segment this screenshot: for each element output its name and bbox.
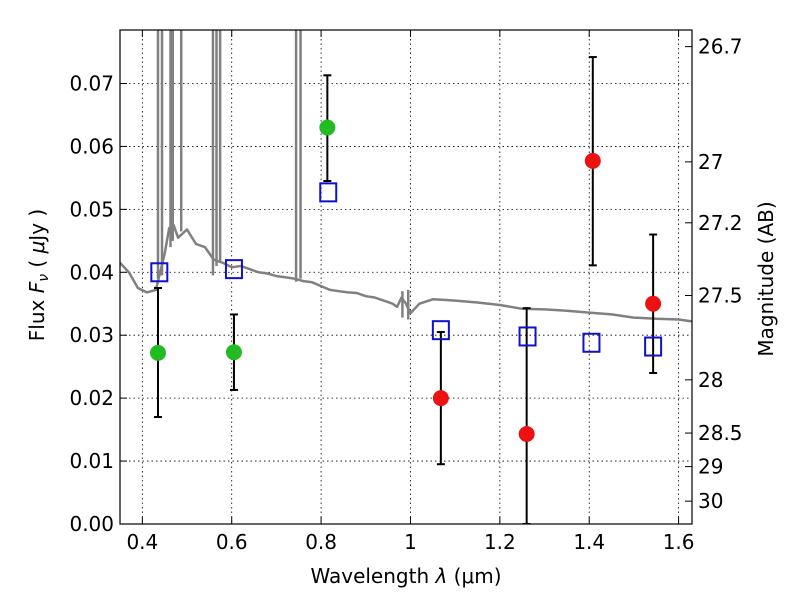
observed-point: [584, 152, 601, 169]
x-tick-label: 1.4: [573, 530, 605, 554]
y2-tick-label: 27.2: [698, 211, 743, 235]
observed-point: [432, 390, 449, 407]
x-tick-label: 0.8: [305, 530, 337, 554]
model-point: [582, 332, 601, 353]
model-point: [644, 336, 663, 357]
y2-tick-label: 28.5: [698, 421, 743, 445]
model-point: [224, 259, 243, 280]
template-spectrum: [120, 30, 692, 323]
x-axis-label: Wavelength λ (μm): [310, 564, 501, 588]
model-point: [319, 182, 338, 203]
model-point: [518, 326, 537, 347]
plot-frame: [119, 29, 693, 525]
observed-point: [518, 426, 535, 443]
y-axis-label: Flux Fν ( μJy ): [25, 209, 52, 341]
y2-tick-label: 28: [698, 368, 723, 392]
y2-tick-label: 26.7: [698, 35, 743, 59]
observed-point: [319, 119, 336, 136]
x-tick-label: 0.6: [216, 530, 248, 554]
data-points: [149, 119, 663, 443]
x-tick-label: 0.4: [126, 530, 158, 554]
x-tick-label: 1: [404, 530, 417, 554]
right-axis-label: Magnitude (AB): [754, 201, 778, 356]
y2-tick-label: 27: [698, 150, 723, 174]
x-tick-label: 1.6: [663, 530, 695, 554]
y-tick-label: 0.07: [69, 71, 114, 95]
observed-point: [149, 344, 166, 361]
y-tick-label: 0.00: [69, 512, 114, 536]
y-tick-label: 0.04: [69, 260, 114, 284]
template-line: [120, 223, 692, 323]
observed-point: [225, 344, 242, 361]
y2-tick-label: 27.5: [698, 284, 743, 308]
model-point: [150, 262, 169, 283]
y-tick-label: 0.03: [69, 323, 114, 347]
y-tick-label: 0.02: [69, 386, 114, 410]
y-tick-label: 0.05: [69, 197, 114, 221]
x-tick-label: 1.2: [484, 530, 516, 554]
tick-labels: 0.4 0.6 0.8 1 1.2 1.4 1.6 0.00 0.01 0.02 0.03 0.04 0…: [69, 35, 742, 554]
y-tick-label: 0.01: [69, 449, 114, 473]
observed-point: [645, 295, 662, 312]
tick-marks: [120, 30, 692, 525]
y-tick-label: 0.06: [69, 134, 114, 158]
y2-tick-label: 30: [698, 489, 723, 513]
y2-tick-label: 29: [698, 455, 723, 479]
grid-layer: [120, 30, 692, 525]
error-bars: [153, 56, 658, 524]
model-point: [431, 320, 450, 341]
